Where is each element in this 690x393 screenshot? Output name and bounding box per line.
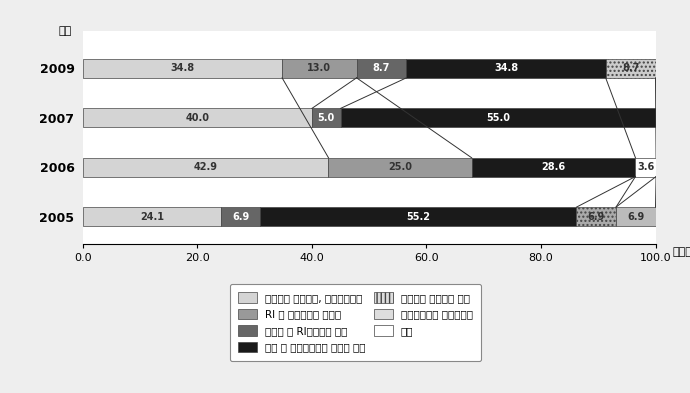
Bar [328,158,472,176]
Bar [406,59,606,78]
Bar [472,158,635,176]
Text: 8.7: 8.7 [373,63,390,73]
Bar [341,108,656,127]
Text: 55.2: 55.2 [406,211,431,222]
Bar [83,59,282,78]
Bar [357,59,406,78]
Text: 40.0: 40.0 [186,113,209,123]
Bar [282,59,357,78]
Bar [635,158,656,176]
Text: 42.9: 42.9 [194,162,217,172]
Bar [616,207,655,226]
Legend: 인허가등 각종규제, 행정제도개선, RI 및 관련기자재 국산화, 방사선 및 RI관련단체 육성, 기술 및 인력양성등의 인프라 구축, 연구비등 지급지: 인허가등 각종규제, 행정제도개선, RI 및 관련기자재 국산화, 방사선 및… [230,284,481,361]
Text: 6.9: 6.9 [627,211,644,222]
Bar [83,108,312,127]
Text: 점유율: 점유율 [673,247,690,257]
Text: 34.8: 34.8 [170,63,195,73]
Bar [260,207,576,226]
Bar [221,207,260,226]
Text: 8.7: 8.7 [622,63,639,73]
Bar [606,59,656,78]
Text: 24.1: 24.1 [140,211,164,222]
Text: 년도: 년도 [58,26,71,37]
Text: 5.0: 5.0 [317,113,335,123]
Bar [83,207,221,226]
Text: 3.6: 3.6 [637,162,654,172]
Bar [312,108,341,127]
Text: 6.9: 6.9 [232,211,249,222]
Bar [576,207,616,226]
Text: 28.6: 28.6 [542,162,566,172]
Text: 55.0: 55.0 [486,113,510,123]
Text: 25.0: 25.0 [388,162,412,172]
Text: 13.0: 13.0 [307,63,331,73]
Text: 34.8: 34.8 [494,63,518,73]
Text: 6.9: 6.9 [588,211,605,222]
Bar [83,158,328,176]
